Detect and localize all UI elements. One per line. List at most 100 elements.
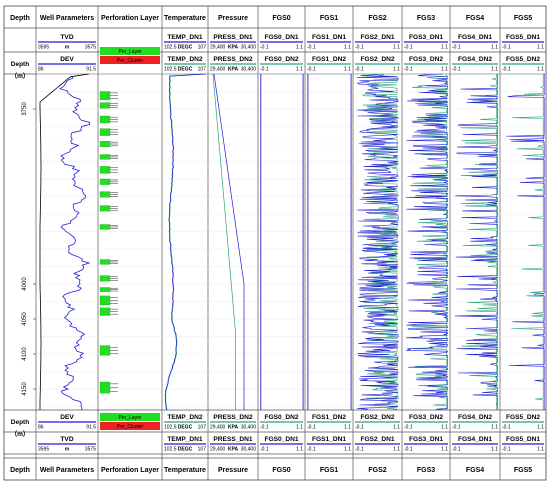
header-second-8-max: 1.1 [537, 67, 544, 73]
fgs2-dn2-curve [361, 73, 399, 411]
header-second-7-min: -0.1 [452, 67, 461, 73]
header-second-3-max: 1.1 [296, 67, 303, 73]
header-second-2-name: PRESS_DN2 [213, 56, 253, 63]
footer-top-8-name: FGS5_DN1 [506, 436, 540, 443]
footer-top-4-max: 1.1 [344, 447, 351, 453]
header-second-2-unit: KPA [228, 67, 239, 73]
footer-top-0-max: 3575 [85, 447, 96, 453]
footer-second-4-min: -0.1 [307, 425, 316, 431]
footer-second-4-max: 1.1 [344, 425, 351, 431]
footer-second-1-unit: DEGC [178, 425, 193, 431]
temp-dn1-curve [164, 73, 206, 411]
depth-tick-label: 3750 [22, 102, 28, 116]
footer-top-7-max: 1.1 [491, 447, 498, 453]
footer-second-7-min: -0.1 [452, 425, 461, 431]
fgs4-dn1-curve [454, 74, 498, 410]
perforation-layer [99, 295, 111, 306]
column-title-bottom: Well Parameters [40, 467, 94, 474]
outer-border [3, 5, 547, 481]
temp-dn2-curve [165, 73, 204, 411]
dev-curve [59, 76, 91, 411]
column-title: Well Parameters [40, 15, 94, 22]
header-top-7-name: FGS4_DN1 [458, 34, 492, 41]
perforation-layer [99, 91, 111, 101]
depth-label-bottom-unit: （m） [11, 430, 30, 438]
column-title: Pressure [218, 15, 248, 22]
fgs5-dn2-curve [511, 74, 544, 410]
perforation-layer [99, 307, 111, 316]
depth-label-top-text: Depth [11, 61, 29, 68]
header-top-4-min: -0.1 [307, 45, 316, 51]
header-second-5-max: 1.1 [393, 67, 400, 73]
footer-top-5-name: FGS2_DN1 [360, 436, 394, 443]
footer-top-8-max: 1.1 [537, 447, 544, 453]
header-top-2-unit: KPA [228, 45, 239, 51]
footer-second-6-name: FGS3_DN2 [409, 414, 443, 421]
header-second-4-min: -0.1 [307, 67, 316, 73]
column-title: FGS3 [417, 15, 435, 22]
depth-tick-label: 4000 [22, 277, 28, 291]
depth-tick-label: 4150 [22, 382, 28, 396]
perforation-layer [99, 345, 111, 356]
footer-second-0-name: DEV [60, 414, 74, 421]
column-title-bottom: Depth [10, 467, 30, 474]
header-top-0-max: 3575 [85, 45, 96, 51]
header-second-5-min: -0.1 [355, 67, 364, 73]
footer-top-1-name: TEMP_DN1 [167, 436, 203, 443]
footer-top-6-min: -0.1 [404, 447, 413, 453]
footer-second-3-name: FGS0_DN2 [264, 414, 298, 421]
fgs2-dn1-curve [356, 73, 400, 411]
footer-top-3-name: FGS0_DN1 [264, 436, 298, 443]
footer-top-1-max: 107 [198, 447, 207, 453]
header-second-0-max: 91.5 [86, 67, 96, 73]
footer-second-5-max: 1.1 [393, 425, 400, 431]
header-top-8-max: 1.1 [537, 45, 544, 51]
footer-second-3-max: 1.1 [296, 425, 303, 431]
footer-top-6-name: FGS3_DN1 [409, 436, 443, 443]
header-top-3-min: -0.1 [260, 45, 269, 51]
perforation-layer [99, 275, 111, 282]
header-top-6-min: -0.1 [404, 45, 413, 51]
header-second-7-max: 1.1 [491, 67, 498, 73]
footer-second-3-min: -0.1 [260, 425, 269, 431]
perforation-layer [99, 166, 111, 174]
perforation-layer [99, 191, 111, 198]
footer-top-5-max: 1.1 [393, 447, 400, 453]
column-title: FGS5 [514, 15, 532, 22]
footer-top-2-min: 29,400 [210, 447, 226, 453]
column-title-bottom: Pressure [218, 467, 248, 474]
footer-top-5-min: -0.1 [355, 447, 364, 453]
footer-top-1-min: 102.5 [164, 447, 177, 453]
header-top-3-max: 1.1 [296, 45, 303, 51]
footer-top-4-min: -0.1 [307, 447, 316, 453]
footer-top-0-name: TVD [60, 436, 73, 443]
perforation-layer [99, 381, 111, 394]
perf-legend-top-swatch-0 [100, 47, 160, 55]
footer-top-1-unit: DEGC [178, 447, 193, 453]
header-second-0-min: 86 [38, 67, 44, 73]
header-top-1-min: 102.5 [164, 45, 177, 51]
header-second-2-max: 30,400 [241, 67, 257, 73]
fgs5-dn1-curve [506, 74, 545, 410]
header-top-0-name: TVD [60, 34, 73, 41]
header-second-8-min: -0.1 [502, 67, 511, 73]
perf-legend-bottom-label-0: Per_Layer [118, 415, 141, 421]
footer-second-1-name: TEMP_DN2 [167, 414, 203, 421]
depth-tick-label: 4100 [22, 347, 28, 361]
perf-legend-top-swatch-1 [100, 56, 160, 64]
footer-top-3-min: -0.1 [260, 447, 269, 453]
header-top-5-max: 1.1 [393, 45, 400, 51]
footer-second-2-unit: KPA [228, 425, 239, 431]
chart-frame [3, 5, 547, 481]
perf-legend-top-label-0: Per_Layer [118, 49, 141, 55]
footer-top-2-unit: KPA [228, 447, 239, 453]
header-top-4-max: 1.1 [344, 45, 351, 51]
footer-top-6-max: 1.1 [441, 447, 448, 453]
header-top-0-min: 3595 [38, 45, 49, 51]
perforation-layer [99, 224, 111, 230]
header-second-7-name: FGS4_DN2 [458, 56, 492, 63]
column-title: FGS1 [320, 15, 338, 22]
perforation-layer [99, 259, 111, 265]
header-rows: Depth Depth Well Parameters Well Parameters… [10, 15, 544, 474]
footer-second-1-max: 107 [198, 425, 207, 431]
